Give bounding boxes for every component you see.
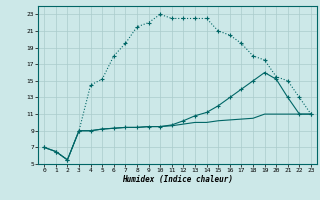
X-axis label: Humidex (Indice chaleur): Humidex (Indice chaleur) xyxy=(122,175,233,184)
